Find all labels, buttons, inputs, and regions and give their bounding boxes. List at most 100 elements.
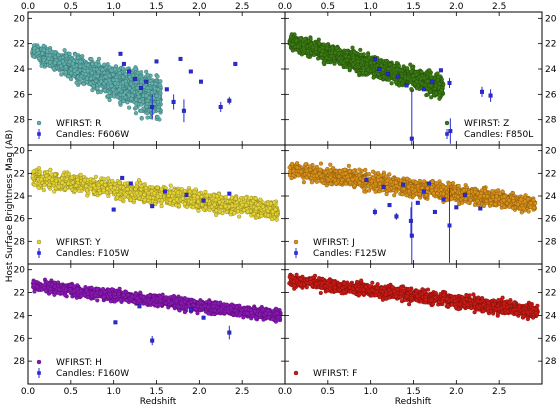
data-point <box>95 86 100 91</box>
data-point <box>117 180 122 185</box>
data-point <box>85 69 90 74</box>
data-point <box>159 204 164 209</box>
data-point <box>133 105 138 110</box>
data-point <box>127 75 132 80</box>
x-tick-label: 0.0 <box>278 2 293 12</box>
data-point <box>109 83 114 88</box>
data-point <box>434 83 439 88</box>
y-tick-label: 20 <box>14 14 26 24</box>
data-point <box>115 94 120 99</box>
data-point <box>76 55 81 60</box>
candles-point <box>121 61 126 66</box>
data-point <box>69 71 74 76</box>
data-point <box>155 185 160 190</box>
candles-point <box>421 87 426 92</box>
data-point <box>70 61 75 66</box>
data-point <box>294 38 299 43</box>
data-point <box>409 69 414 74</box>
x-tick-label: 1.0 <box>107 2 122 12</box>
data-point <box>361 66 366 71</box>
data-point <box>52 189 57 194</box>
data-point <box>129 96 134 101</box>
candles-point <box>154 59 159 64</box>
data-point <box>144 69 149 74</box>
data-point <box>384 58 389 63</box>
data-point <box>368 60 373 65</box>
y-tick-label: 28 <box>14 116 26 126</box>
legend-marker <box>36 120 42 126</box>
data-point <box>365 58 370 63</box>
data-point <box>154 93 159 98</box>
data-point <box>67 59 72 64</box>
data-point <box>45 169 50 175</box>
data-point <box>409 87 414 92</box>
data-point <box>414 86 419 91</box>
candles-point <box>430 79 435 84</box>
data-point <box>48 60 53 65</box>
x-tick-label: 2.0 <box>192 2 207 12</box>
data-point <box>155 74 160 79</box>
data-point <box>366 67 371 73</box>
data-point <box>325 60 331 65</box>
data-point <box>419 69 424 74</box>
data-point <box>90 62 95 67</box>
data-point <box>135 70 140 75</box>
data-point <box>433 91 439 96</box>
data-point <box>51 66 56 71</box>
data-point <box>351 57 356 63</box>
data-point <box>109 68 114 73</box>
data-point <box>98 89 103 94</box>
data-point <box>84 76 90 81</box>
data-point <box>72 68 77 73</box>
data-point <box>93 78 99 83</box>
legend-label: WFIRST: R <box>56 119 101 129</box>
y-tick-label: 28 <box>545 116 557 126</box>
data-point <box>333 50 338 55</box>
data-point <box>355 59 360 64</box>
candles-point <box>164 87 169 92</box>
data-point <box>243 195 248 200</box>
data-point <box>290 48 295 53</box>
data-point <box>153 86 158 91</box>
data-point <box>31 169 36 174</box>
data-point <box>380 67 386 72</box>
y-tick-label: 22 <box>14 40 25 50</box>
candles-point <box>178 56 183 61</box>
candles-point <box>233 61 238 66</box>
data-point <box>364 71 369 76</box>
data-point <box>62 48 67 53</box>
data-point <box>63 70 68 75</box>
data-point <box>37 56 42 61</box>
data-point <box>428 89 433 94</box>
data-point <box>120 80 126 85</box>
data-point <box>74 80 79 85</box>
data-point <box>60 59 65 64</box>
candles-point <box>139 85 144 90</box>
data-point <box>350 45 355 50</box>
data-point <box>110 178 115 183</box>
data-point <box>379 63 384 68</box>
candles-point <box>181 108 186 113</box>
data-point <box>203 189 208 194</box>
data-point <box>305 49 311 54</box>
candles-point <box>409 136 414 141</box>
data-point <box>31 54 37 59</box>
data-point <box>317 41 322 46</box>
data-point <box>330 45 335 50</box>
data-point <box>344 50 349 55</box>
legend-marker <box>445 132 449 136</box>
data-point <box>411 73 416 78</box>
data-point <box>93 174 98 179</box>
data-point <box>41 43 46 48</box>
candles-point <box>377 66 382 71</box>
plot-area <box>30 43 238 123</box>
data-point <box>139 108 144 113</box>
candles-point <box>227 98 232 103</box>
data-point <box>32 182 37 187</box>
x-tick-label: 1.5 <box>149 2 163 12</box>
data-point <box>36 185 41 190</box>
data-point <box>237 214 242 219</box>
